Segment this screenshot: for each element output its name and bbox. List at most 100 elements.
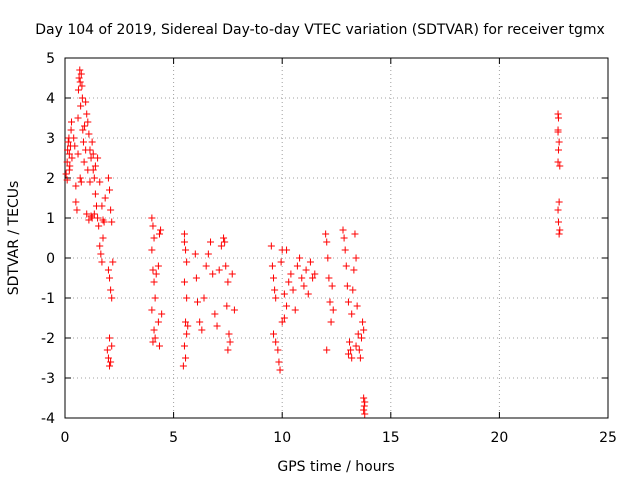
data-point <box>83 210 91 218</box>
data-point <box>64 146 72 154</box>
data-point <box>68 154 76 162</box>
data-point <box>148 246 156 254</box>
data-point <box>98 258 106 266</box>
data-point <box>108 342 116 350</box>
data-point <box>220 234 228 242</box>
data-point <box>277 258 285 266</box>
data-point <box>86 178 94 186</box>
data-point <box>224 346 232 354</box>
data-point <box>180 342 188 350</box>
data-point <box>555 198 563 206</box>
data-point <box>89 150 97 158</box>
x-tick-label: 20 <box>490 430 508 446</box>
data-point <box>556 162 564 170</box>
data-point <box>285 278 293 286</box>
data-point <box>154 262 162 270</box>
data-point <box>344 298 352 306</box>
data-point <box>346 338 354 346</box>
data-point <box>67 126 75 134</box>
data-point <box>323 238 331 246</box>
data-point <box>157 226 165 234</box>
data-point <box>217 242 225 250</box>
data-point <box>106 334 114 342</box>
data-point <box>207 238 215 246</box>
data-point <box>103 346 111 354</box>
data-point <box>222 262 230 270</box>
data-point <box>104 266 112 274</box>
data-point <box>184 322 192 330</box>
data-point <box>107 286 115 294</box>
data-point <box>554 114 562 122</box>
data-point <box>88 138 96 146</box>
data-point <box>70 134 78 142</box>
data-point <box>91 190 99 198</box>
axis-ticks: 0 5 10 15 20 25 -4 -3 -2 -1 0 1 2 3 4 5 <box>41 51 617 446</box>
data-point <box>90 174 98 182</box>
data-point <box>65 166 73 174</box>
data-point <box>73 206 81 214</box>
y-tick-label: -2 <box>41 331 55 347</box>
data-point <box>353 302 361 310</box>
data-point <box>155 230 163 238</box>
data-point <box>211 310 219 318</box>
y-tick-label: 0 <box>46 251 55 267</box>
data-point <box>158 310 166 318</box>
data-point <box>193 298 201 306</box>
data-point <box>342 262 350 270</box>
data-point <box>339 226 347 234</box>
data-point <box>78 82 86 90</box>
data-point <box>72 198 80 206</box>
data-point <box>155 342 163 350</box>
y-tick-label: -3 <box>41 371 55 387</box>
data-point <box>84 118 92 126</box>
data-point <box>109 258 117 266</box>
data-point <box>75 74 83 82</box>
data-point <box>90 210 98 218</box>
data-point <box>555 230 563 238</box>
data-point <box>360 326 368 334</box>
data-point <box>300 282 308 290</box>
data-point <box>352 254 360 262</box>
data-point <box>95 222 103 230</box>
data-point <box>360 402 368 410</box>
data-point <box>554 146 562 154</box>
data-point <box>79 138 87 146</box>
data-point <box>359 318 367 326</box>
data-point <box>291 306 299 314</box>
data-point <box>324 254 332 262</box>
data-point <box>91 162 99 170</box>
data-point <box>94 154 102 162</box>
data-point <box>182 354 190 362</box>
y-tick-label: -4 <box>41 411 55 427</box>
data-point <box>327 318 335 326</box>
data-point <box>198 326 206 334</box>
data-point <box>326 298 334 306</box>
data-point <box>354 330 362 338</box>
y-tick-label: 4 <box>46 91 55 107</box>
data-point <box>348 354 356 362</box>
x-tick-label: 25 <box>599 430 617 446</box>
data-point <box>224 278 232 286</box>
data-point <box>151 294 159 302</box>
data-point <box>83 110 91 118</box>
data-point <box>183 330 191 338</box>
data-point <box>84 166 92 174</box>
data-point <box>322 230 330 238</box>
x-tick-label: 10 <box>273 430 291 446</box>
data-point <box>355 346 363 354</box>
data-point <box>154 318 162 326</box>
data-point <box>82 146 90 154</box>
data-point <box>96 178 104 186</box>
data-point <box>293 262 301 270</box>
y-tick-label: 1 <box>46 211 55 227</box>
data-point <box>180 238 188 246</box>
data-point <box>347 346 355 354</box>
x-tick-label: 15 <box>382 430 400 446</box>
data-point <box>192 274 200 282</box>
data-point <box>148 306 156 314</box>
data-point <box>554 218 562 226</box>
data-point <box>356 354 364 362</box>
data-point <box>351 230 359 238</box>
data-point <box>230 306 238 314</box>
